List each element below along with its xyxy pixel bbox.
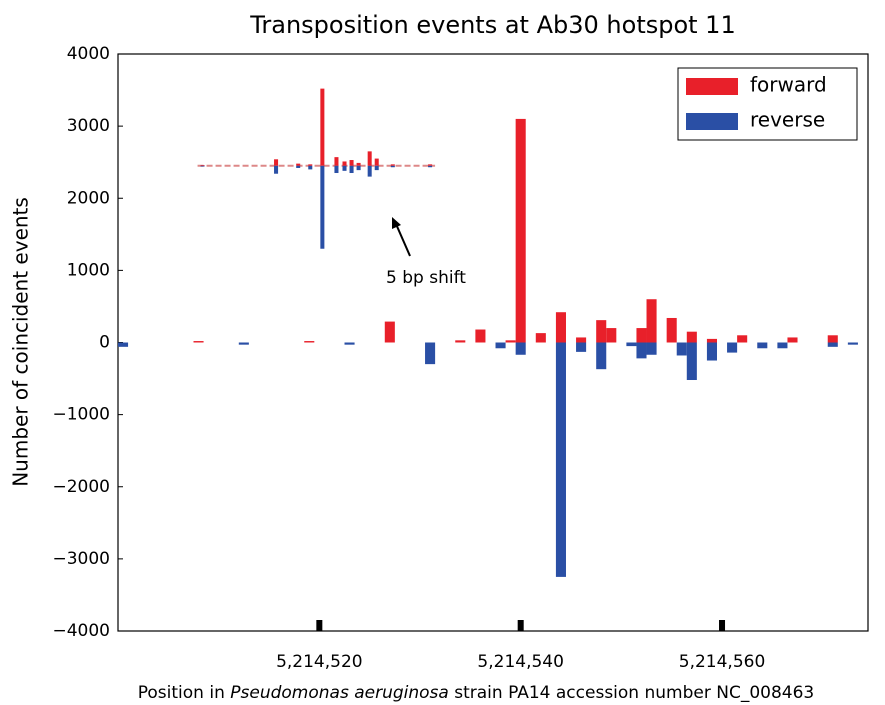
inset-bar — [342, 161, 347, 166]
inset-bar — [349, 165, 354, 174]
y-tick-label: 3000 — [67, 116, 110, 136]
legend-swatch — [686, 113, 738, 130]
annotation-arrow — [395, 223, 411, 257]
inset-bar — [356, 162, 361, 166]
bar — [576, 342, 587, 352]
y-tick-label: −4000 — [52, 621, 110, 641]
y-tick-label: −1000 — [52, 405, 110, 425]
bar — [475, 329, 486, 343]
inset-bar — [374, 158, 379, 166]
plot-frame — [117, 53, 869, 632]
x-tick — [316, 620, 323, 631]
bar — [515, 342, 526, 355]
bar — [666, 317, 677, 343]
inset-bar — [334, 165, 339, 174]
annotation: 5 bp shift — [386, 268, 466, 288]
y-tick-label: −2000 — [52, 477, 110, 497]
bar — [706, 338, 717, 343]
x-tick-label: 5,214,520 — [276, 652, 363, 672]
inset-bar — [356, 165, 361, 171]
bar — [535, 333, 546, 343]
annotation-arrowhead — [392, 217, 401, 229]
bar — [555, 312, 566, 343]
inset-bar — [349, 160, 354, 166]
bar — [344, 342, 355, 345]
inset-bar — [390, 164, 395, 166]
bar — [455, 340, 466, 343]
legend-label: forward — [750, 73, 827, 97]
bar — [495, 342, 506, 349]
inset-bar — [200, 165, 205, 166]
bar — [787, 337, 798, 343]
y-tick-label: −3000 — [52, 549, 110, 569]
x-axis-title: Position in Pseudomonas aeruginosa strai… — [138, 683, 814, 703]
inset-bar — [296, 165, 301, 168]
bar — [757, 342, 768, 349]
y-tick-label: 4000 — [67, 44, 110, 64]
bar — [727, 342, 738, 353]
legend-swatch — [686, 78, 738, 95]
legend-label: reverse — [750, 108, 825, 132]
bar — [676, 342, 687, 356]
y-axis-title: Number of coincident events — [9, 197, 33, 487]
bar — [737, 335, 748, 343]
inset-bar — [200, 165, 205, 167]
inset-bar — [374, 165, 379, 171]
bar — [777, 342, 788, 349]
bar — [425, 342, 436, 365]
y-tick-label: 2000 — [67, 188, 110, 208]
bar — [646, 342, 657, 355]
x-tick — [517, 620, 524, 631]
x-tick — [719, 620, 726, 631]
bar — [505, 340, 516, 343]
bar — [636, 342, 647, 359]
inset-bar — [320, 165, 325, 249]
bar — [555, 342, 566, 577]
inset-bar — [342, 165, 347, 171]
bar — [596, 320, 607, 343]
inset-bar — [308, 165, 313, 170]
inset-bar — [296, 163, 301, 166]
bar — [384, 321, 395, 343]
bar — [827, 335, 838, 343]
bar — [646, 299, 657, 343]
x-axis-title-part: Pseudomonas aeruginosa — [230, 683, 449, 703]
bar — [304, 341, 315, 343]
bar — [847, 342, 858, 345]
bar — [238, 342, 249, 345]
inset-bar — [367, 165, 372, 177]
bar — [193, 341, 204, 343]
bar — [686, 342, 697, 381]
x-tick-label: 5,214,560 — [679, 652, 766, 672]
chart-title: Transposition events at Ab30 hotspot 11 — [249, 11, 735, 39]
inset-bar — [428, 164, 433, 166]
x-axis-title-part: strain PA14 accession number NC_008463 — [449, 683, 814, 703]
bar — [636, 328, 647, 343]
bar — [626, 342, 637, 347]
inset-bar — [308, 164, 313, 166]
inset-bar — [334, 157, 339, 166]
inset-bar — [274, 165, 279, 174]
bar — [606, 328, 617, 343]
inset-bar — [428, 165, 433, 168]
x-tick-label: 5,214,540 — [477, 652, 564, 672]
y-tick-label: 0 — [99, 333, 110, 353]
inset-bar — [390, 165, 395, 168]
bar — [827, 342, 838, 347]
bar — [686, 331, 697, 343]
inset-bar — [274, 159, 279, 166]
bar — [118, 342, 129, 347]
inset-bar — [367, 151, 372, 166]
bar — [706, 342, 717, 361]
bar — [515, 118, 526, 343]
inset-bar — [320, 88, 325, 166]
bar — [576, 337, 587, 343]
x-axis-title-part: Position in — [138, 683, 231, 703]
bar — [596, 342, 607, 370]
y-tick-label: 1000 — [67, 260, 110, 280]
